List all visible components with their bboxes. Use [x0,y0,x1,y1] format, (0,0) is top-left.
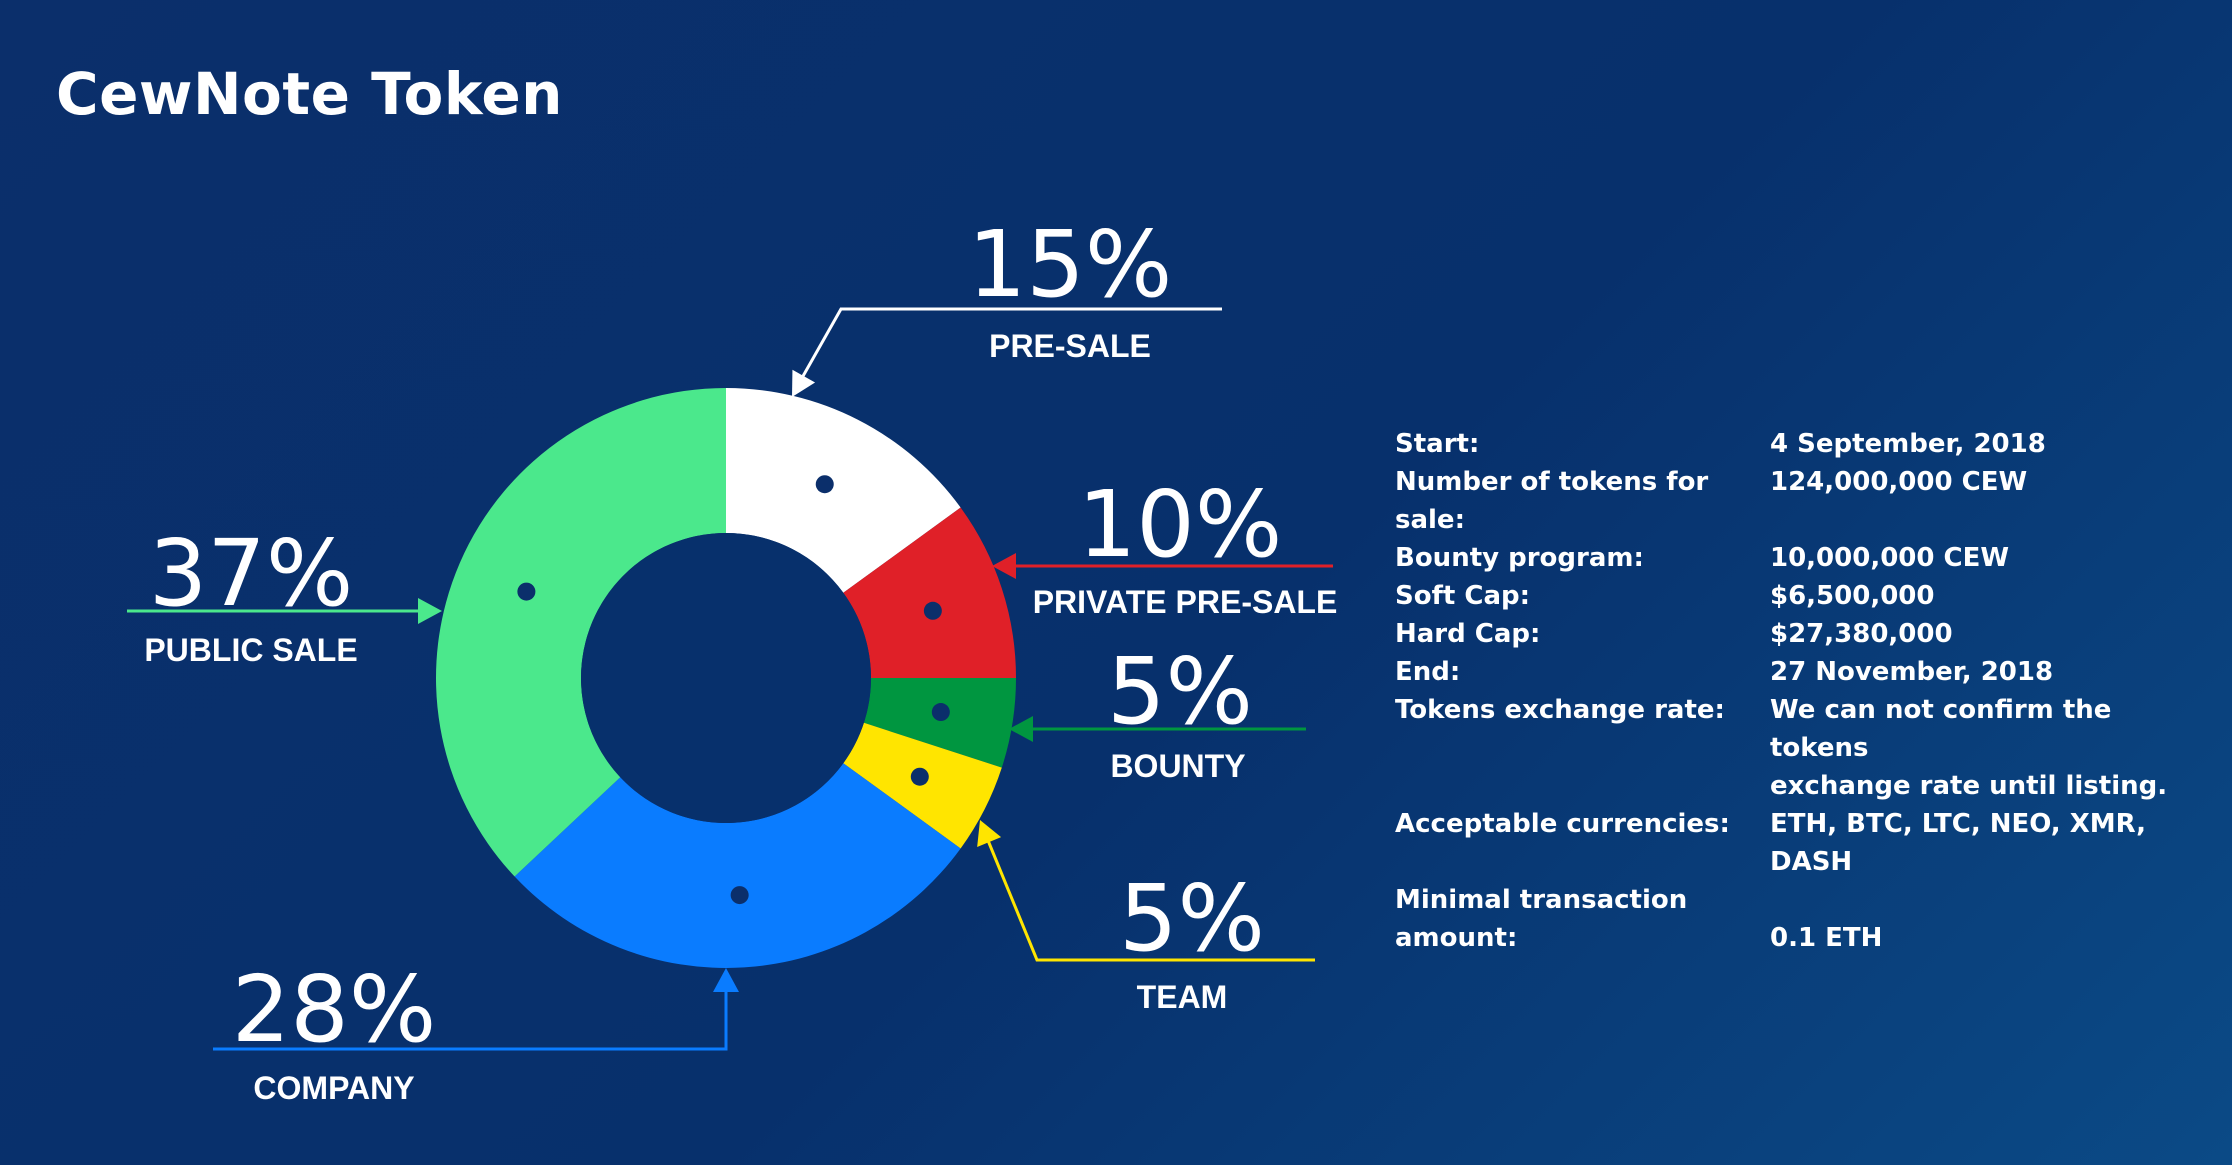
info-row: Hard Cap: $27,380,000 [1395,615,2210,653]
info-key: End: [1395,657,1461,687]
slice-private-pre-sale [843,507,1016,678]
page-title: CewNote Token [56,60,563,128]
info-value: $27,380,000 [1770,619,1953,649]
info-row: Minimal transaction [1395,881,2210,919]
percent-label-public-sale: 37% [149,520,353,627]
info-key: Bounty program: [1395,543,1644,573]
donut-hole [581,533,871,823]
slice-marker-pre-sale [815,475,834,494]
slice-marker-team [910,767,929,786]
info-key: Tokens exchange rate: [1395,695,1725,725]
info-value [1770,881,2210,919]
info-row: Number of tokens for sale: 124,000,000 CE… [1395,463,2210,539]
slice-pre-sale [726,388,961,593]
leader-line-team [985,837,1315,962]
category-label-bounty: BOUNTY [1110,748,1245,784]
token-info: Start: 4 September, 2018 Number of tokens … [1395,425,2210,957]
leader-arrow-pre-sale [792,369,816,397]
info-row: Start: 4 September, 2018 [1395,425,2210,463]
info-row: amount: 0.1 ETH [1395,919,2210,957]
category-label-team: TEAM [1137,979,1228,1015]
info-key: Number of tokens for sale: [1395,467,1709,535]
info-row: Tokens exchange rate: We can not confirm … [1395,691,2210,767]
chart-markers [517,475,950,905]
info-key: Hard Cap: [1395,619,1541,649]
info-row: exchange rate until listing. [1395,767,2210,805]
leader-arrow-team [977,820,1002,848]
info-value: 0.1 ETH [1770,923,1883,953]
leader-arrow-private-pre-sale [992,553,1016,579]
percent-label-bounty: 5% [1107,638,1253,745]
chart-slices [436,388,1016,968]
slice-marker-bounty [931,703,950,722]
info-key: Minimal transaction [1395,885,1688,915]
category-label-private-pre-sale: PRIVATE PRE-SALE [1033,584,1338,620]
percent-label-team: 5% [1119,865,1265,972]
category-label-pre-sale: PRE-SALE [989,328,1151,364]
info-key: Soft Cap: [1395,581,1531,611]
leader-line-pre-sale [796,307,1222,386]
info-value: ETH, BTC, LTC, NEO, XMR, DASH [1770,809,2147,877]
info-value: exchange rate until listing. [1770,771,2168,801]
info-value: 124,000,000 CEW [1770,467,2028,497]
info-value: 27 November, 2018 [1770,657,2054,687]
info-value: 10,000,000 CEW [1770,543,2010,573]
category-label-company: COMPANY [253,1070,414,1106]
slice-bounty [863,678,1016,768]
chart-callouts [127,307,1333,1051]
info-row: End: 27 November, 2018 [1395,653,2210,691]
info-value: $6,500,000 [1770,581,1935,611]
percent-label-private-pre-sale: 10% [1078,471,1282,578]
info-value: We can not confirm the tokens [1770,695,2112,763]
info-row: Acceptable currencies: ETH, BTC, LTC, NEO… [1395,805,2210,881]
leader-arrow-bounty [1009,716,1033,742]
slice-marker-public-sale [517,582,536,601]
percent-label-company: 28% [232,956,436,1063]
info-key: Acceptable currencies: [1395,809,1730,839]
info-key: amount: [1395,923,1518,953]
leader-arrow-company [713,968,739,992]
slice-marker-company [730,886,749,905]
info-value: 4 September, 2018 [1770,429,2046,459]
slice-marker-private-pre-sale [923,601,942,620]
info-row: Soft Cap: $6,500,000 [1395,577,2210,615]
info-row: Bounty program: 10,000,000 CEW [1395,539,2210,577]
slice-public-sale [436,388,726,877]
slice-company [514,763,961,968]
leader-line-company [213,984,728,1051]
percent-label-pre-sale: 15% [968,211,1172,318]
info-key [1395,767,1770,805]
slice-team [843,722,1002,849]
leader-arrow-public-sale [418,598,442,624]
info-key: Start: [1395,429,1480,459]
category-label-public-sale: PUBLIC SALE [144,632,357,668]
